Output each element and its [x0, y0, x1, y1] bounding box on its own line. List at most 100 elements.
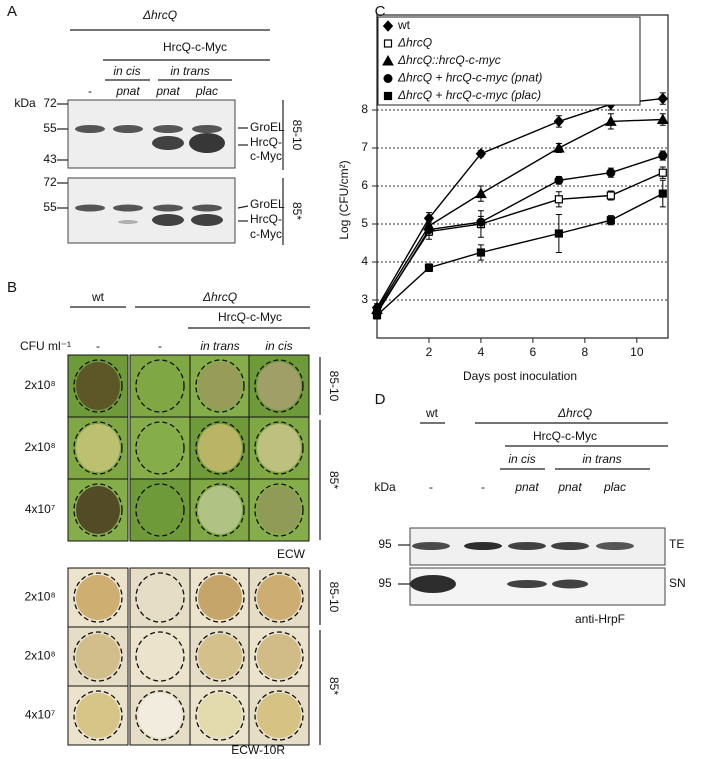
series-line — [376, 118, 663, 310]
marker-label: 55 — [43, 121, 57, 135]
lesion — [257, 575, 301, 620]
data-point — [554, 195, 563, 204]
blot-band — [192, 125, 222, 133]
band-label: GroEL — [250, 197, 285, 211]
legend-label: ΔhrcQ::hrcQ-c-myc — [397, 53, 501, 67]
leaf-photo — [129, 478, 191, 542]
infiltration-outline — [195, 631, 245, 682]
dose-label: 2x10⁸ — [24, 378, 55, 392]
blot-band — [508, 542, 546, 550]
band-label: GroEL — [250, 120, 285, 134]
blot-band — [192, 204, 222, 212]
data-point — [658, 151, 668, 161]
data-point — [658, 189, 667, 198]
x-tick-label: 4 — [478, 345, 485, 359]
strain-label: ΔhrcQ — [557, 406, 592, 420]
dose-label: 2x10⁸ — [24, 590, 55, 604]
dose-label: 2x10⁸ — [24, 649, 55, 663]
infiltration-outline — [195, 421, 245, 475]
data-point — [606, 168, 616, 178]
caption: ECW-10R — [231, 743, 285, 757]
lesion — [257, 486, 301, 534]
column-label: in trans — [200, 339, 239, 353]
legend-label: ΔhrcQ — [397, 36, 432, 50]
lane-label: pnat — [115, 84, 140, 98]
leaf-photo — [129, 354, 191, 418]
infiltration-outline — [135, 631, 185, 682]
infiltration-outline — [254, 572, 304, 623]
legend-marker — [382, 54, 394, 66]
fraction-label: TE — [669, 537, 684, 551]
infiltration-outline — [135, 572, 185, 623]
infiltration-outline — [135, 359, 185, 413]
lesion — [257, 634, 301, 679]
lane-label: - — [429, 480, 433, 494]
blot-band — [189, 133, 225, 153]
dose-label: 2x10⁸ — [24, 440, 55, 454]
strain-label: ΔhrcQ — [142, 8, 177, 22]
infiltration-outline — [254, 690, 304, 741]
panel-label: D — [375, 391, 386, 408]
lesion — [198, 693, 242, 738]
lane-label: - — [88, 84, 92, 98]
data-point — [658, 168, 667, 177]
data-point — [606, 191, 615, 200]
lesion — [198, 424, 242, 472]
infiltration-outline — [73, 690, 123, 741]
infiltration-outline — [135, 690, 185, 741]
y-tick-label: 4 — [361, 254, 368, 268]
fraction-label: SN — [669, 576, 686, 590]
strain-label: ΔhrcQ — [202, 290, 237, 304]
lesion — [198, 575, 242, 620]
leaf-photo — [129, 626, 191, 687]
strain-bracket-label: 85* — [290, 202, 304, 220]
infiltration-outline — [73, 483, 123, 537]
legend-label: wt — [397, 18, 411, 32]
data-point — [372, 311, 382, 320]
data-point — [424, 263, 434, 272]
blot-band — [412, 542, 450, 550]
lesion — [257, 424, 301, 472]
blot-band — [75, 204, 105, 212]
lane-label: - — [481, 480, 485, 494]
lesion — [76, 634, 120, 679]
lesion — [138, 693, 182, 738]
kda-label: kDa — [14, 96, 36, 110]
lesion — [198, 486, 242, 534]
data-point — [606, 216, 615, 225]
lane-label: pnat — [514, 480, 539, 494]
marker-label: 55 — [43, 200, 57, 214]
band-label: HrcQ- — [250, 135, 282, 149]
marker-label: 72 — [43, 175, 57, 189]
blot-band — [596, 542, 634, 550]
cfu-label: CFU ml⁻¹ — [20, 339, 71, 353]
data-point — [554, 229, 563, 238]
band-label: HrcQ- — [250, 212, 282, 226]
plot-frame — [376, 14, 669, 339]
construct-label: HrcQ-c-Myc — [163, 40, 227, 54]
band-label: c-Myc — [250, 149, 282, 163]
x-tick-label: 2 — [426, 345, 433, 359]
marker-label: 72 — [43, 96, 57, 110]
lane-label: pnat — [155, 84, 180, 98]
lane-label: pnat — [557, 480, 582, 494]
strain-bracket-label: 85-10 — [327, 371, 341, 402]
lane-label: plac — [603, 480, 626, 494]
data-point — [475, 187, 487, 199]
construct-label: HrcQ-c-Myc — [218, 310, 282, 324]
trans-label: in trans — [582, 452, 621, 466]
data-point — [604, 115, 617, 126]
x-axis-label: Days post inoculation — [463, 369, 577, 383]
infiltration-outline — [135, 483, 185, 537]
lane-label: plac — [195, 84, 218, 98]
lesion — [198, 362, 242, 410]
infiltration-outline — [195, 359, 245, 413]
pointer — [237, 205, 249, 209]
infiltration-outline — [254, 421, 304, 475]
leaf-photo — [129, 416, 191, 480]
dose-label: 4x10⁷ — [25, 502, 55, 516]
data-point — [476, 248, 486, 257]
legend-marker — [382, 20, 394, 32]
leaf-photo — [129, 567, 191, 628]
